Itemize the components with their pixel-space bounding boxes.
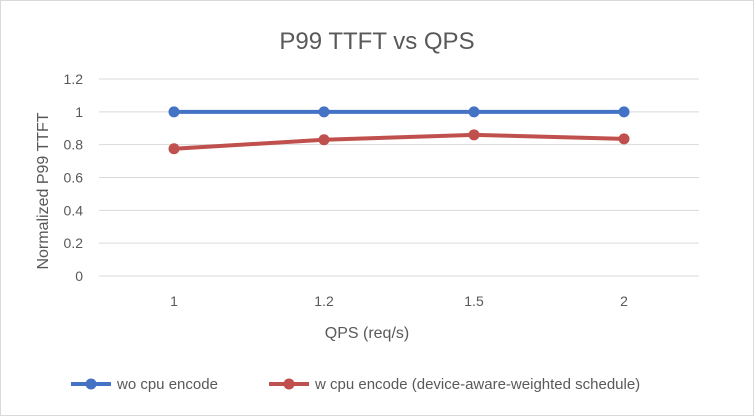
y-tick-label: 0.6 (64, 170, 84, 186)
data-point (468, 106, 480, 118)
y-tick-label: 0.8 (64, 137, 84, 153)
series-line (172, 132, 626, 151)
data-point (618, 133, 630, 145)
x-tick-label: 1 (170, 293, 178, 309)
legend-item: w cpu encode (device-aware-weighted sche… (269, 376, 640, 393)
y-tick-label: 1.2 (64, 71, 84, 87)
series-2 (168, 129, 630, 155)
series-lines (168, 106, 630, 155)
y-tick-label: 0.4 (64, 202, 84, 218)
x-tick-label: 1.5 (464, 293, 484, 309)
data-point (318, 134, 330, 146)
y-tick-labels: 0 0.2 0.4 0.6 0.8 1 1.2 (64, 71, 84, 284)
data-point (468, 129, 480, 141)
gridlines (99, 78, 699, 277)
y-axis-label: Normalized P99 TTFT (35, 112, 52, 269)
legend: wo cpu encode w cpu encode (device-aware-… (71, 376, 640, 393)
y-tick-label: 0 (75, 268, 83, 284)
x-tick-label: 2 (620, 293, 628, 309)
data-point (168, 143, 180, 155)
chart-title: P99 TTFT vs QPS (279, 28, 474, 55)
legend-label: wo cpu encode (116, 376, 218, 393)
y-tick-label: 0.2 (64, 235, 84, 251)
legend-marker (283, 378, 295, 390)
legend-label: w cpu encode (device-aware-weighted sche… (314, 376, 640, 393)
data-point (318, 106, 330, 118)
legend-item: wo cpu encode (71, 376, 218, 393)
series-1 (168, 106, 630, 118)
data-point (168, 106, 180, 118)
x-axis-label: QPS (req/s) (325, 325, 409, 342)
y-tick-label: 1 (75, 104, 83, 120)
x-tick-labels: 1 1.2 1.5 2 (170, 293, 628, 309)
x-tick-label: 1.2 (314, 293, 334, 309)
legend-marker (85, 378, 97, 390)
data-point (618, 106, 630, 118)
